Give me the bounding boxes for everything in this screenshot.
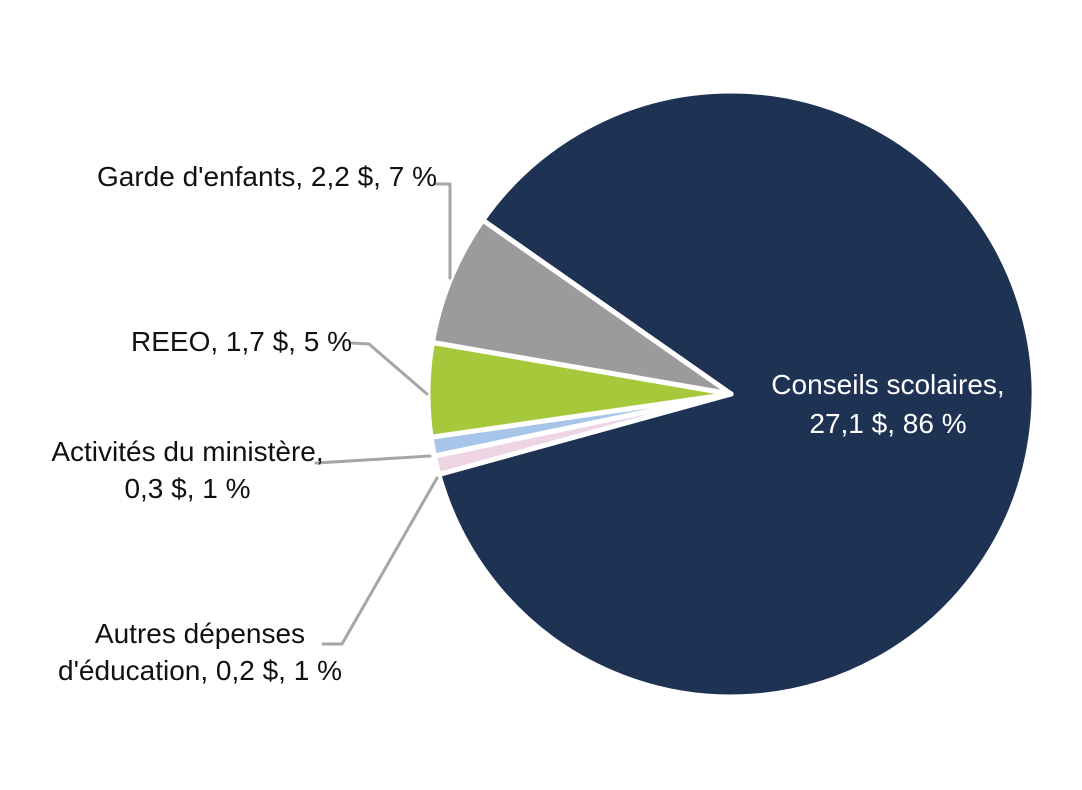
- reeo-leader-line: [350, 341, 429, 396]
- label-activites-du-ministere: Activités du ministère, 0,3 $, 1 %: [20, 433, 355, 507]
- label-autres-line2: d'éducation, 0,2 $, 1 %: [58, 655, 342, 686]
- autres-leader-line: [321, 476, 439, 646]
- label-autres-depenses: Autres dépenses d'éducation, 0,2 $, 1 %: [25, 615, 375, 689]
- garde-leader-line: [434, 182, 452, 280]
- label-conseils-scolaires: Conseils scolaires, 27,1 $, 86 %: [740, 365, 1036, 443]
- label-garde-denfants-text: Garde d'enfants, 2,2 $, 7 %: [96, 161, 437, 192]
- leader-lines: [314, 182, 452, 646]
- label-garde-denfants: Garde d'enfants, 2,2 $, 7 %: [97, 158, 437, 195]
- pie-slices: [425, 88, 1037, 700]
- pie-slice-conseils-scolaires: [436, 88, 1037, 700]
- label-conseils-line1: Conseils scolaires,: [771, 369, 1005, 400]
- label-reeo: REEO, 1,7 $, 5 %: [131, 323, 352, 360]
- activites-leader-line: [314, 454, 432, 465]
- label-conseils-line2: 27,1 $, 86 %: [809, 408, 967, 439]
- label-reeo-text: REEO, 1,7 $, 5 %: [131, 326, 352, 357]
- label-activites-line2: 0,3 $, 1 %: [124, 473, 251, 504]
- label-autres-line1: Autres dépenses: [94, 618, 306, 649]
- label-activites-line1: Activités du ministère,: [51, 436, 324, 467]
